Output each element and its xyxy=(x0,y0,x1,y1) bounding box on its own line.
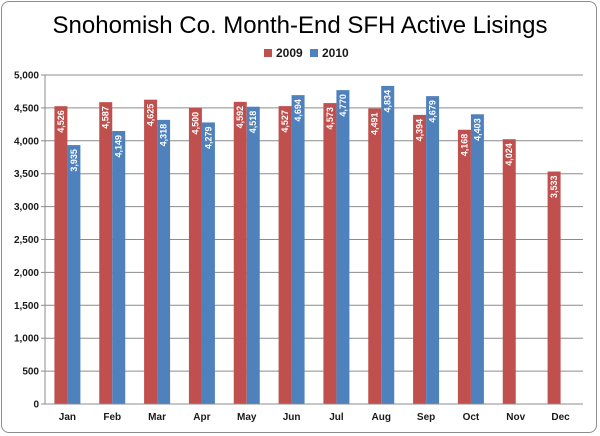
y-axis-ticks: 0 500 1,000 1,500 2,000 2,500 3,000 3,500 4,000 4… xyxy=(14,71,45,411)
bar-label-2010-jan: 3,935 xyxy=(69,149,79,172)
bar-2010-jul xyxy=(336,90,350,404)
y-tick-label: 500 xyxy=(22,367,39,378)
legend-label-2010: 2010 xyxy=(322,46,349,60)
x-tick-label: Aug xyxy=(372,412,391,423)
y-tick-label: 3,000 xyxy=(14,202,39,213)
y-tick-label: 3,500 xyxy=(14,169,39,180)
legend-label-2009: 2009 xyxy=(276,46,303,60)
bar-2009-jun xyxy=(278,106,292,404)
bar-2010-jan xyxy=(67,145,81,404)
y-tick-label: 2,000 xyxy=(14,268,39,279)
bar-label-2009-jul: 4,573 xyxy=(325,107,335,130)
bar-label-2009-sep: 4,394 xyxy=(415,119,425,142)
x-tick-label: Dec xyxy=(551,412,570,423)
bar-label-2010-mar: 4,318 xyxy=(159,124,169,147)
y-tick-label: 1,000 xyxy=(14,334,39,345)
bar-label-2009-may: 4,592 xyxy=(235,106,245,129)
bar-label-2009-nov: 4,024 xyxy=(504,143,514,166)
bar-2009-dec xyxy=(547,171,561,404)
bar-label-2009-apr: 4,500 xyxy=(190,112,200,135)
legend-swatch-2010 xyxy=(310,49,318,57)
x-tick-label: Sep xyxy=(417,412,435,423)
bar-2009-may xyxy=(233,101,247,404)
x-tick-label: Jun xyxy=(283,412,301,423)
bar-label-2009-mar: 4,625 xyxy=(146,104,156,127)
bar-2009-sep xyxy=(413,114,427,404)
bar-label-2010-jun: 4,694 xyxy=(293,99,303,122)
bar-2009-oct xyxy=(457,129,471,404)
y-tick-label: 2,500 xyxy=(14,235,39,246)
bar-label-2010-sep: 4,679 xyxy=(428,100,438,123)
bar-2010-jun xyxy=(291,95,305,404)
x-tick-label: Oct xyxy=(463,412,480,423)
y-tick-label: 4,000 xyxy=(14,136,39,147)
x-tick-label: Jul xyxy=(329,412,344,423)
x-tick-label: May xyxy=(237,412,257,423)
bar-label-2009-jan: 4,526 xyxy=(56,110,66,133)
bar-label-2009-jun: 4,527 xyxy=(280,110,290,133)
bar-2009-feb xyxy=(99,102,113,404)
chart-title: Snohomish Co. Month-End SFH Active Lisin… xyxy=(53,12,548,39)
y-tick-label: 5,000 xyxy=(14,71,39,82)
bar-2010-mar xyxy=(157,119,171,404)
bar-2010-aug xyxy=(381,85,395,405)
bar-2009-aug xyxy=(368,108,382,405)
bar-label-2009-aug: 4,491 xyxy=(370,112,380,135)
x-tick-label: Nov xyxy=(506,412,525,423)
bar-2009-nov xyxy=(502,139,516,404)
x-tick-label: Jan xyxy=(59,412,76,423)
bar-2010-may xyxy=(246,106,260,404)
bar-2009-jul xyxy=(323,103,337,404)
legend-swatch-2009 xyxy=(264,49,272,57)
bar-label-2009-oct: 4,168 xyxy=(459,134,469,157)
legend: 2009 2010 xyxy=(264,46,349,60)
x-axis-ticks: Jan Feb Mar Apr May Jun Jul Aug Sep Oct Nov Dec xyxy=(59,412,570,423)
y-tick-label: 0 xyxy=(33,400,39,411)
x-tick-label: Apr xyxy=(193,412,210,423)
bar-label-2010-feb: 4,149 xyxy=(114,135,124,158)
bar-label-2009-feb: 4,587 xyxy=(101,106,111,129)
bar-2010-sep xyxy=(426,96,440,405)
bar-2009-jan xyxy=(54,106,68,404)
bar-label-2010-apr: 4,279 xyxy=(203,126,213,149)
bar-2010-apr xyxy=(201,122,215,404)
bar-label-2010-aug: 4,834 xyxy=(383,90,393,113)
bar-label-2010-jul: 4,770 xyxy=(338,94,348,117)
bar-label-2009-dec: 3,533 xyxy=(549,176,559,199)
x-tick-label: Feb xyxy=(103,412,121,423)
bar-2010-feb xyxy=(112,130,126,405)
x-tick-label: Mar xyxy=(148,412,166,423)
y-tick-label: 1,500 xyxy=(14,301,39,312)
y-tick-label: 4,500 xyxy=(14,103,39,114)
bar-label-2010-may: 4,518 xyxy=(248,111,258,134)
bar-label-2010-oct: 4,403 xyxy=(472,118,482,141)
bars xyxy=(54,85,561,405)
bar-2009-apr xyxy=(188,107,202,405)
bar-2009-mar xyxy=(144,99,158,405)
bar-2010-oct xyxy=(470,114,484,405)
gridlines xyxy=(45,74,583,372)
